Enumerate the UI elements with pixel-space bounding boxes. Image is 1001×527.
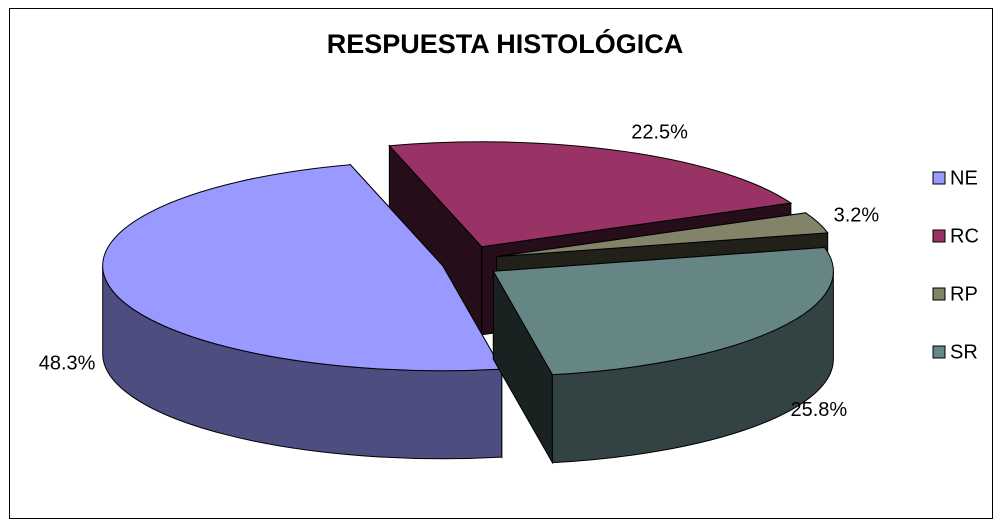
legend-swatch	[932, 171, 946, 185]
slice	[388, 141, 793, 248]
data-label: 3.2%	[834, 205, 880, 227]
legend-label: RC	[950, 225, 979, 247]
slice	[492, 247, 834, 376]
data-label: 22.5%	[631, 122, 688, 144]
legend-label: SR	[950, 341, 978, 363]
slice	[496, 212, 829, 258]
legend-swatch	[932, 345, 946, 359]
legend-swatch	[932, 229, 946, 243]
legend-swatch	[932, 287, 946, 301]
data-label: 25.8%	[791, 399, 848, 421]
slice	[102, 164, 503, 372]
data-label: 48.3%	[39, 352, 96, 374]
legend-label: RP	[950, 283, 978, 305]
legend-label: NE	[950, 167, 978, 189]
chart-title: RESPUESTA HISTOLÓGICA	[327, 28, 684, 59]
